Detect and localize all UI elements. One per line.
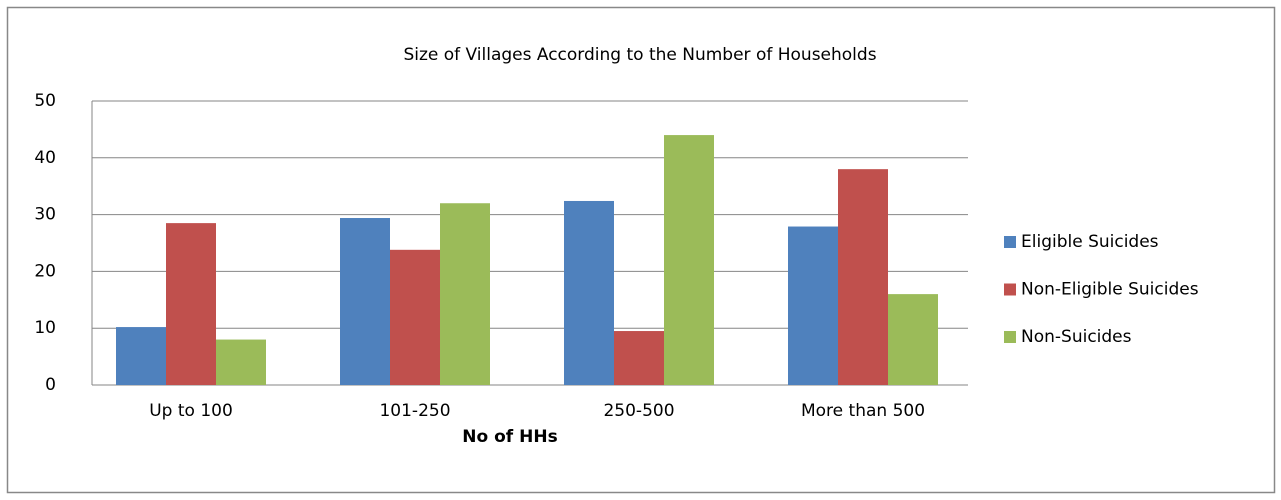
legend-swatch: [1004, 236, 1016, 248]
y-tick-label: 50: [34, 91, 56, 111]
bar: [888, 294, 938, 385]
chart-title: Size of Villages According to the Number…: [403, 45, 876, 65]
x-tick-label: 101-250: [379, 401, 450, 421]
y-tick-label: 10: [34, 318, 56, 338]
bar: [216, 339, 266, 385]
bar: [166, 223, 216, 385]
legend-swatch: [1004, 283, 1016, 296]
x-axis-label: No of HHs: [462, 427, 557, 447]
bar: [838, 169, 888, 385]
y-tick-label: 0: [45, 375, 56, 395]
x-tick-label: 250-500: [603, 401, 674, 421]
bar: [340, 218, 390, 385]
x-tick-label: Up to 100: [149, 401, 233, 421]
legend-label: Non-Suicides: [1021, 327, 1132, 347]
bar: [440, 203, 490, 385]
chart-border: [6, 6, 1276, 494]
x-tick-label: More than 500: [801, 401, 925, 421]
y-tick-label: 20: [34, 261, 56, 281]
bar: [390, 249, 440, 385]
bar: [116, 327, 166, 385]
bar: [564, 200, 614, 385]
y-tick-label: 40: [34, 148, 56, 168]
legend-label: Non-Eligible Suicides: [1021, 280, 1199, 300]
legend-label: Eligible Suicides: [1021, 232, 1159, 252]
bar: [664, 135, 714, 385]
bar: [788, 226, 838, 385]
legend-swatch: [1004, 331, 1016, 343]
bar: [614, 331, 664, 385]
y-tick-label: 30: [34, 205, 56, 225]
